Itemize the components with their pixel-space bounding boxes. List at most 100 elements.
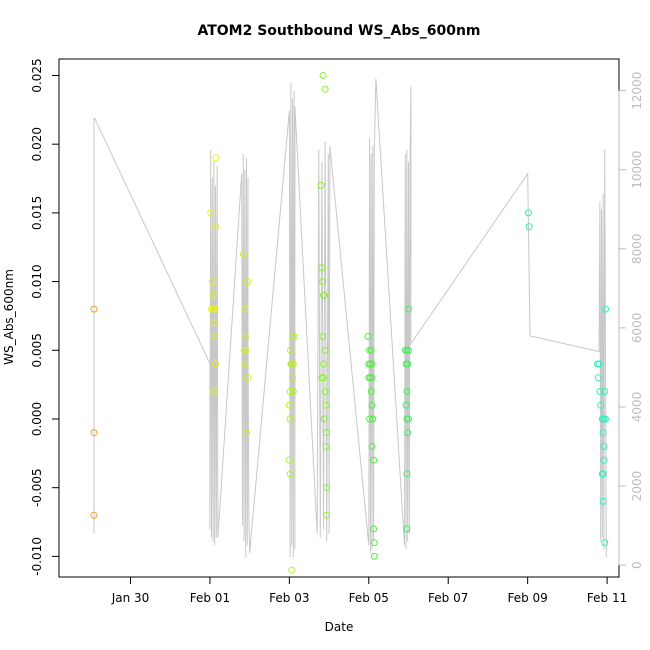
data-point [599,497,607,505]
data-point [211,305,219,313]
chart-title: ATOM2 Southbound WS_Abs_600nm [197,23,480,39]
data-point [210,319,218,327]
right-tick-label: 8000 [630,234,644,265]
y-tick-label: -0.010 [30,537,44,576]
x-axis-label: Date [325,620,354,634]
right-tick-label: 12000 [630,72,644,110]
data-point [211,333,219,340]
data-point [405,415,412,423]
data-point [370,456,378,464]
data-point [242,346,250,354]
data-point [317,181,325,189]
x-tick-label: Feb 01 [190,591,230,605]
data-point [320,415,328,423]
x-axis: Jan 30 Feb 01 Feb 03 Feb 05 Feb 07 Feb 09 Feb … [111,576,627,605]
data-point [208,278,216,286]
data-point [368,443,376,450]
data-point [599,429,607,437]
data-point [207,209,215,217]
data-point [287,346,294,354]
data-point [601,539,609,547]
data-point [285,456,293,464]
data-point [244,278,252,286]
data-point [404,429,412,437]
data-point [368,401,376,409]
y-tick-label: 0.010 [30,264,44,298]
x-tick-label: Feb 07 [428,591,468,605]
data-point [596,388,604,395]
data-point [595,360,603,368]
data-points-layer [90,72,609,574]
y-tick-label: 0.020 [30,127,44,161]
right-tick-label: 0 [630,561,644,569]
x-tick-label: Feb 11 [587,591,627,605]
data-point [286,470,294,478]
data-point [323,511,331,519]
right-axis-line-layer [93,78,607,558]
data-point [525,223,533,231]
data-point [403,388,411,395]
data-point [370,525,378,533]
data-point [405,305,412,313]
y-tick-label: -0.005 [30,468,44,507]
data-point [209,291,217,299]
data-point [318,264,326,272]
data-point [364,333,372,340]
data-point [370,552,378,560]
data-point [319,333,327,340]
y-axis-right: 0 2000 4000 6000 8000 10000 12000 [618,72,644,569]
data-point [368,374,376,382]
data-point [239,250,247,258]
data-point [212,360,219,368]
data-point [321,85,329,93]
right-tick-label: 4000 [630,392,644,423]
data-point [322,443,330,450]
data-point [403,525,411,533]
y-axis-label: WS_Abs_600nm [2,269,16,365]
right-tick-label: 2000 [630,471,644,502]
data-point [241,305,249,313]
data-point [367,346,375,354]
data-point [600,456,608,464]
data-point [601,388,609,395]
data-point [597,401,605,409]
data-point [404,360,412,368]
data-point [90,305,98,313]
data-point [600,443,608,450]
data-point [369,415,377,423]
right-axis-series-line [93,78,607,558]
data-point [289,374,296,382]
data-point [602,415,609,423]
data-point [289,360,297,368]
data-point [286,415,294,423]
data-point [290,333,298,340]
data-point [320,360,327,368]
data-point [289,388,297,395]
data-point [241,360,249,368]
y-tick-label: 0.025 [30,58,44,92]
x-tick-label: Feb 03 [269,591,309,605]
data-point [90,511,98,519]
data-point [319,72,327,79]
data-point [321,346,329,354]
data-point [320,374,327,382]
y-tick-label: 0.000 [30,402,44,436]
data-point [403,470,411,478]
data-point [208,305,215,313]
y-tick-label: 0.015 [30,196,44,230]
data-point [319,278,327,286]
data-point [210,388,218,395]
y-axis: -0.010 -0.005 0.000 0.005 0.010 0.015 0.020 0.0… [30,58,60,576]
x-tick-label: Feb 09 [507,591,547,605]
data-point [285,401,293,409]
right-tick-label: 10000 [630,151,644,189]
data-point [243,429,250,437]
data-point [322,401,330,409]
data-point [366,415,374,423]
data-point [367,388,375,395]
data-point [602,305,609,313]
data-point [594,374,602,382]
data-point [242,333,250,340]
